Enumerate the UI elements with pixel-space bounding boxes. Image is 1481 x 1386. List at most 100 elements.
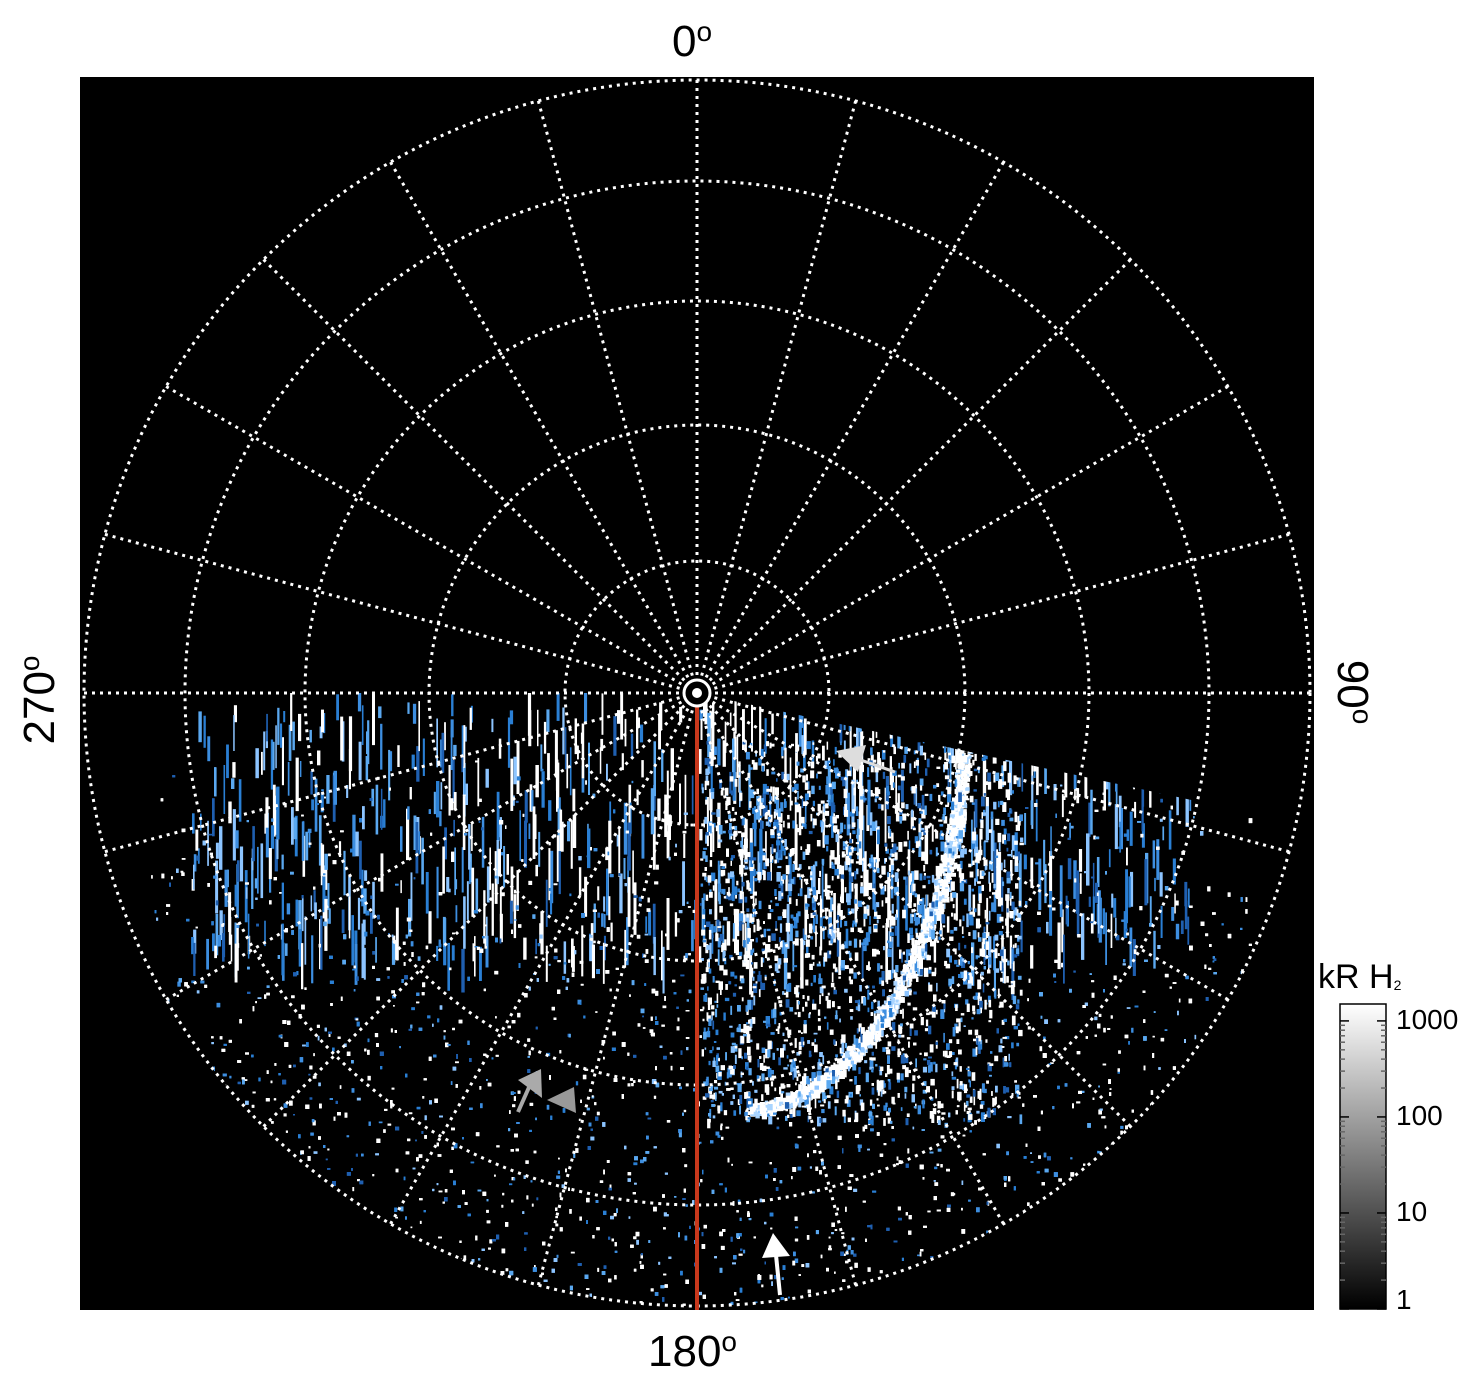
emission-speck [775,1028,778,1031]
emission-speck [835,1080,838,1090]
emission-speck [780,877,784,899]
emission-speck [929,902,934,910]
emission-speck [757,1059,760,1068]
emission-speck [795,733,798,779]
emission-speck [876,827,879,870]
emission-speck [804,782,809,790]
emission-speck [765,1102,768,1105]
emission-speck [912,1007,918,1011]
emission-speck [713,1041,717,1043]
emission-speck [774,809,779,813]
emission-speck [918,851,922,857]
emission-speck [355,831,359,857]
emission-speck [824,1066,828,1069]
emission-speck [818,1100,822,1103]
emission-speck [733,1110,737,1116]
emission-speck [715,980,720,983]
emission-speck [997,801,1000,808]
emission-speck [908,927,913,935]
emission-speck [787,1105,792,1109]
emission-speck [936,1115,941,1123]
emission-speck [779,1086,782,1095]
emission-speck [1069,822,1071,839]
emission-speck [943,807,946,816]
emission-speck [1184,881,1188,907]
emission-speck [989,882,991,892]
emission-speck [794,796,797,827]
emission-speck [749,801,752,808]
emission-speck [988,860,993,870]
emission-speck [591,944,595,979]
emission-speck [450,798,454,811]
emission-speck [198,711,202,743]
emission-speck [351,915,354,966]
emission-speck [707,997,712,1005]
emission-speck [953,862,958,869]
emission-speck [830,784,833,795]
emission-speck [795,803,801,813]
emission-speck [755,752,757,757]
emission-speck [821,1109,825,1114]
emission-speck [805,1091,809,1096]
emission-speck [869,1058,874,1068]
emission-speck [901,952,903,963]
emission-speck [958,837,962,842]
emission-speck [847,1066,850,1072]
emission-speck [977,997,980,1006]
emission-speck [543,721,547,754]
emission-speck [955,1057,959,1067]
emission-speck [270,825,275,849]
emission-speck [791,1059,796,1068]
emission-speck [865,1034,870,1043]
emission-speck [759,802,763,809]
emission-speck [907,849,911,875]
emission-speck [809,875,813,878]
emission-speck [1019,842,1024,846]
emission-speck [1008,1053,1010,1061]
emission-speck [935,865,940,876]
emission-speck [860,796,864,800]
emission-speck [415,822,419,874]
emission-speck [777,961,781,969]
emission-speck [371,788,375,807]
emission-speck [1006,900,1009,938]
emission-speck [741,1056,743,1060]
emission-speck [840,1039,845,1044]
emission-speck [817,1018,821,1022]
emission-speck [860,882,863,887]
emission-speck [1016,1042,1020,1047]
emission-speck [1001,819,1005,826]
emission-speck [803,1073,807,1079]
emission-speck [966,778,971,782]
emission-speck [861,791,864,831]
emission-speck [915,932,919,938]
emission-speck [352,814,356,857]
emission-speck [1090,913,1094,934]
emission-speck [764,1110,766,1117]
emission-speck [461,756,464,773]
emission-speck [819,895,822,929]
emission-speck [731,874,735,902]
emission-speck [453,744,457,757]
emission-speck [812,800,815,807]
emission-speck [578,867,582,896]
emission-speck [755,898,757,905]
emission-speck [794,824,798,870]
emission-speck [893,969,897,978]
emission-speck [775,903,779,907]
emission-speck [627,822,631,871]
emission-speck [746,1034,751,1043]
emission-speck [889,910,892,948]
emission-speck [980,1112,985,1122]
emission-speck [979,948,984,957]
emission-speck [791,787,795,792]
emission-speck [782,909,787,918]
emission-speck [570,820,573,869]
emission-speck [1114,804,1118,850]
emission-speck [1036,749,1039,796]
emission-speck [318,815,322,866]
emission-speck [669,815,672,827]
emission-speck [538,831,541,867]
emission-speck [945,833,949,837]
emission-speck [977,979,982,990]
